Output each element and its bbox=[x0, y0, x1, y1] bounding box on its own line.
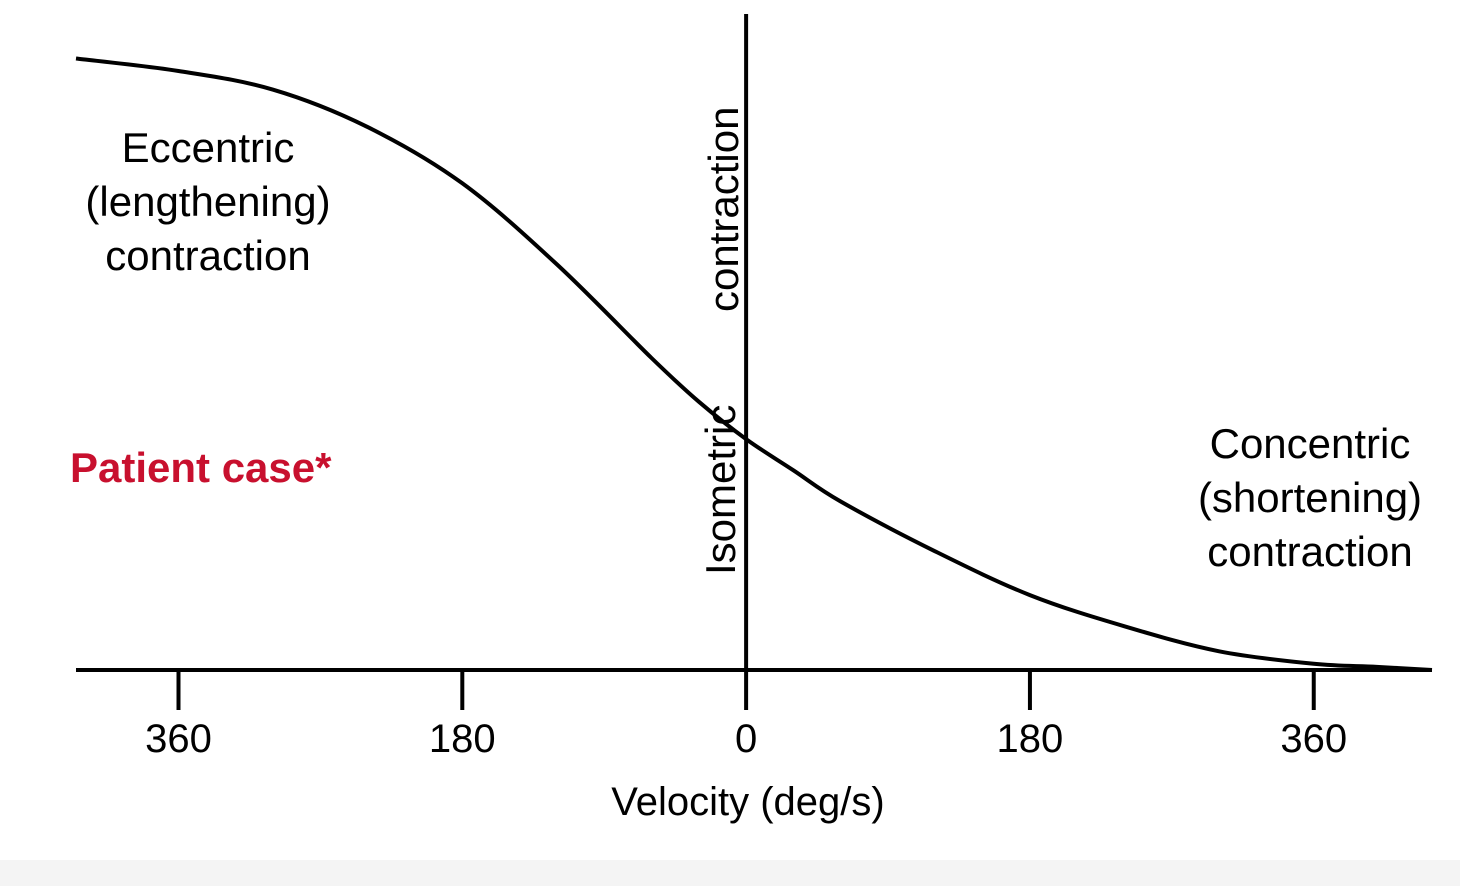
x-ticks: 360 180 0 180 360 bbox=[145, 670, 1347, 761]
force-velocity-curve bbox=[75, 56, 1433, 672]
isometric-label-upper: contraction bbox=[700, 107, 747, 312]
concentric-label-line-3: contraction bbox=[1207, 528, 1412, 575]
concentric-label-line-2: (shortening) bbox=[1198, 474, 1422, 521]
x-tick-label: 0 bbox=[735, 717, 757, 761]
eccentric-label: Eccentric (lengthening) contraction bbox=[85, 124, 330, 279]
x-tick-label: 360 bbox=[1280, 717, 1347, 761]
eccentric-label-line-3: contraction bbox=[105, 232, 310, 279]
concentric-label: Concentric (shortening) contraction bbox=[1198, 420, 1422, 575]
isometric-label-lower: Isometric bbox=[697, 405, 744, 575]
eccentric-label-line-1: Eccentric bbox=[122, 124, 295, 171]
x-axis-title: Velocity (deg/s) bbox=[611, 780, 884, 824]
bottom-band bbox=[0, 860, 1460, 886]
axes bbox=[76, 14, 1432, 672]
x-tick-label: 360 bbox=[145, 717, 212, 761]
patient-case-annotation: Patient case* bbox=[70, 444, 332, 491]
eccentric-label-line-2: (lengthening) bbox=[85, 178, 330, 225]
x-tick-label: 180 bbox=[429, 717, 496, 761]
series-group bbox=[75, 56, 1433, 672]
x-tick-label: 180 bbox=[997, 717, 1064, 761]
concentric-label-line-1: Concentric bbox=[1210, 420, 1411, 467]
